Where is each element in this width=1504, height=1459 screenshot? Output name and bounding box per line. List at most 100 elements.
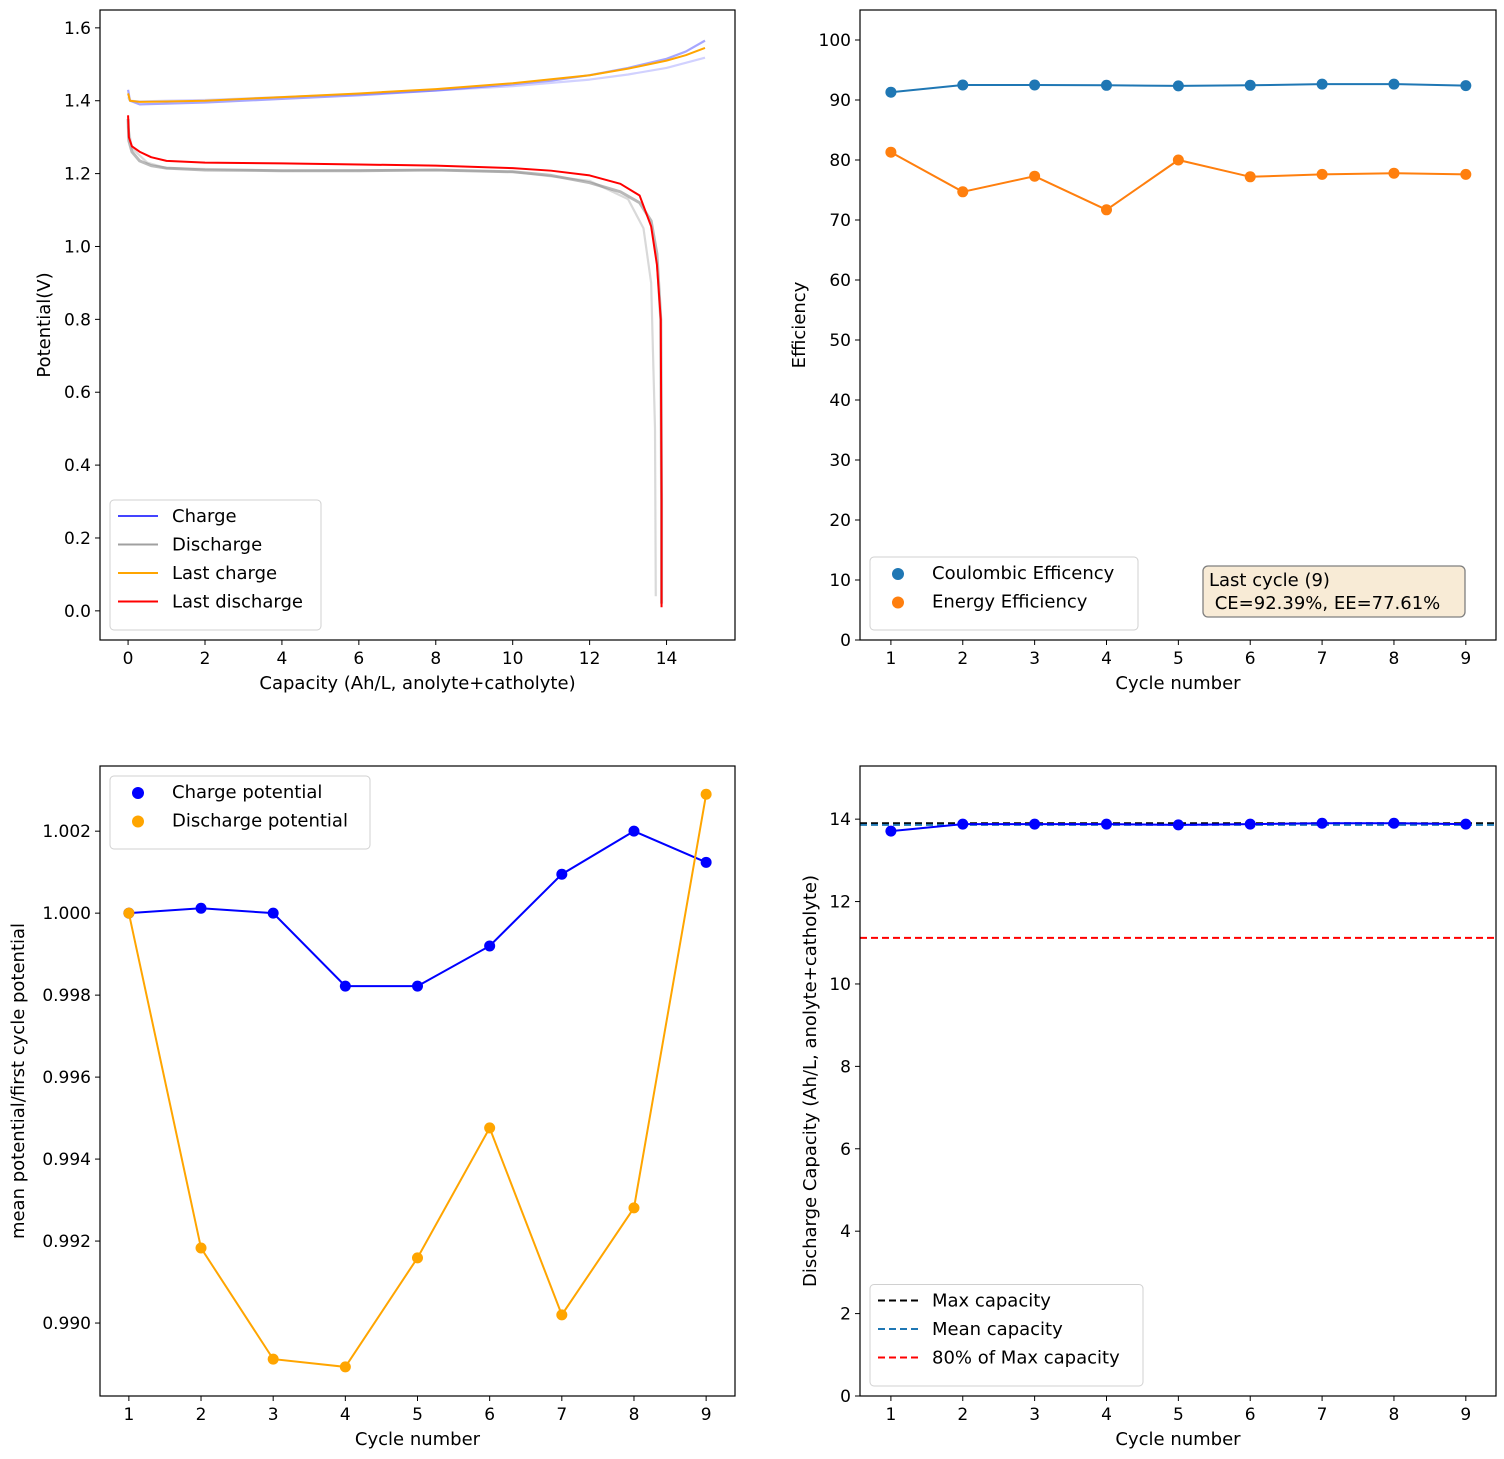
x-tick-label: 9 — [1460, 649, 1471, 669]
x-axis-label: Cycle number — [1115, 1429, 1241, 1450]
legend-box — [869, 556, 1139, 631]
annotation-line: Last cycle (9) — [1209, 570, 1330, 591]
data-point — [700, 856, 712, 868]
y-tick-label: 6 — [840, 1140, 851, 1160]
legend-marker-swatch — [132, 787, 144, 799]
y-tick-label: 1.000 — [42, 904, 91, 924]
legend-label: Discharge — [172, 535, 262, 556]
y-tick-label: 1.2 — [64, 165, 91, 185]
x-tick-label: 0 — [123, 649, 134, 669]
x-tick-label: 2 — [196, 1405, 207, 1425]
x-tick-label: 1 — [885, 1405, 896, 1425]
x-tick-label: 4 — [277, 649, 288, 669]
legend-item: Discharge potential — [132, 811, 348, 832]
x-tick-label: 7 — [1317, 649, 1328, 669]
legend: Charge potential Discharge potential — [109, 775, 371, 850]
y-tick-label: 10 — [829, 571, 851, 591]
legend-item: 80% of Max capacity — [878, 1348, 1120, 1369]
series-line-1 — [127, 794, 708, 1368]
x-tick-label: 9 — [701, 1405, 712, 1425]
x-tick-label: 8 — [430, 649, 441, 669]
x-tick-label: 6 — [353, 649, 364, 669]
data-point — [1172, 819, 1184, 831]
x-tick-label: 8 — [1389, 649, 1400, 669]
data-point — [1316, 817, 1328, 829]
y-tick-label: 1.6 — [64, 19, 91, 39]
axes-frame — [859, 765, 1497, 1397]
legend-item: Last discharge — [118, 592, 303, 613]
data-point — [1244, 171, 1256, 183]
x-tick-label: 2 — [957, 1405, 968, 1425]
data-point — [1029, 818, 1041, 830]
legend-label: Charge — [172, 506, 237, 527]
data-point — [195, 902, 207, 914]
y-tick-label: 70 — [829, 211, 851, 231]
data-point — [1460, 80, 1472, 92]
data-point — [885, 86, 897, 98]
y-tick-label: 0.4 — [64, 456, 91, 476]
x-tick-label: 1 — [123, 1405, 134, 1425]
data-point — [1029, 79, 1041, 91]
legend-label: Discharge potential — [172, 811, 348, 832]
legend: Coulombic Efficency Energy Efficiency — [869, 556, 1139, 631]
data-point — [1460, 818, 1472, 830]
x-tick-label: 3 — [268, 1405, 279, 1425]
data-point — [484, 1122, 496, 1134]
legend-label: Energy Efficiency — [932, 592, 1088, 613]
x-tick-label: 4 — [340, 1405, 351, 1425]
data-point — [1100, 818, 1112, 830]
data-point — [957, 79, 969, 91]
legend-item: Max capacity — [878, 1291, 1051, 1312]
series-line-0 — [128, 830, 707, 988]
y-tick-label: 0.8 — [64, 310, 91, 330]
series-line-4 — [127, 46, 706, 103]
legend-item: Last charge — [118, 563, 277, 584]
axes-frame — [859, 9, 1497, 641]
y-tick-label: 0.994 — [42, 1150, 91, 1170]
data-point — [556, 868, 568, 880]
x-tick-label: 8 — [629, 1405, 640, 1425]
legend-label: Charge potential — [172, 782, 322, 803]
legend: Charge Discharge Last charge Last discharge — [109, 499, 322, 631]
legend-box — [869, 1284, 1144, 1387]
y-tick-label: 50 — [829, 331, 851, 351]
y-tick-label: 100 — [819, 31, 851, 51]
legend-item: Charge potential — [132, 782, 322, 803]
legend-item: Mean capacity — [878, 1319, 1063, 1340]
y-tick-label: 0.996 — [42, 1068, 91, 1088]
x-tick-label: 2 — [200, 649, 211, 669]
y-tick-label: 0.992 — [42, 1232, 91, 1252]
data-point — [1172, 154, 1184, 166]
x-tick-label: 9 — [1460, 1405, 1471, 1425]
y-tick-label: 1.002 — [42, 822, 91, 842]
axes-frame — [99, 765, 736, 1397]
y-tick-label: 1.0 — [64, 237, 91, 257]
x-tick-label: 7 — [556, 1405, 567, 1425]
legend-label: Coulombic Efficency — [932, 563, 1115, 584]
x-tick-label: 4 — [1101, 1405, 1112, 1425]
annotation: Last cycle (9) CE=92.39%, EE=77.61% — [1202, 565, 1466, 618]
x-tick-label: 6 — [484, 1405, 495, 1425]
data-point — [484, 940, 496, 952]
y-axis-label: Potential(V) — [34, 272, 55, 377]
y-axis-label: mean potential/first cycle potential — [8, 923, 29, 1239]
x-tick-label: 7 — [1317, 1405, 1328, 1425]
y-tick-label: 4 — [840, 1222, 851, 1242]
annotation-line: CE=92.39%, EE=77.61% — [1209, 593, 1440, 614]
legend-item: Discharge — [118, 535, 262, 556]
plot-area — [885, 78, 1472, 216]
x-tick-label: 3 — [1029, 649, 1040, 669]
x-tick-label: 8 — [1389, 1405, 1400, 1425]
y-tick-label: 40 — [829, 391, 851, 411]
legend: Max capacity Mean capacity 80% of Max capa… — [869, 1284, 1144, 1387]
x-tick-label: 3 — [1029, 1405, 1040, 1425]
legend-label: Mean capacity — [932, 1319, 1063, 1340]
y-tick-label: 12 — [829, 893, 851, 913]
data-point — [1460, 168, 1472, 180]
data-point — [1388, 167, 1400, 179]
data-point — [123, 907, 135, 919]
legend-label: Max capacity — [932, 1291, 1051, 1312]
y-tick-label: 0.998 — [42, 986, 91, 1006]
legend-item: Charge — [118, 506, 237, 527]
series-line-5 — [127, 115, 663, 608]
